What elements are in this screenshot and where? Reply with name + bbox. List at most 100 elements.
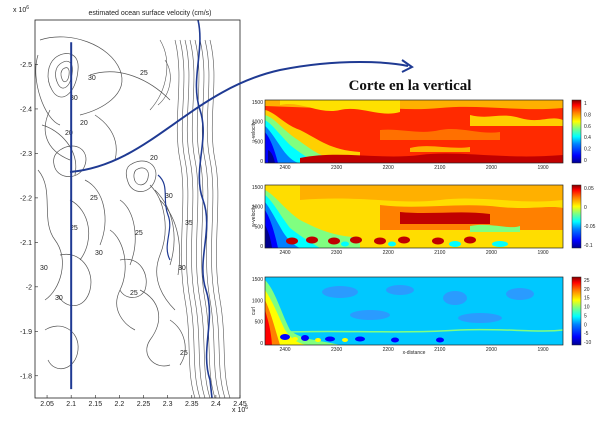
map-x-tick-label: 2.3 bbox=[163, 401, 173, 408]
contour-label: 30 bbox=[178, 265, 186, 272]
panel-x-tick-label: 2200 bbox=[383, 250, 394, 256]
panel-ticks: 2400 2300 2200 2100 2000 1900 1500 1000 500 0 2400… bbox=[252, 100, 549, 353]
map-contour-labels: 25 30 30 20 20 25 25 30 30 30 35 30 25 25 20 25 30 bbox=[40, 70, 193, 357]
map-ticks: 2.05 2.1 2.15 2.2 2.25 2.3 2.35 2.4 2.45 -2.5 -2.4… bbox=[20, 62, 247, 408]
panel-x-tick-label: 2100 bbox=[434, 250, 445, 256]
section-heading: Corte en la vertical bbox=[349, 78, 472, 94]
contour-label: 25 bbox=[180, 350, 188, 357]
contour-label: 25 bbox=[140, 70, 148, 77]
colorbar-tick-label: 0.6 bbox=[584, 124, 591, 130]
map-y-tick-label: -1.8 bbox=[20, 373, 32, 380]
map-y-exponent: x 106 bbox=[13, 5, 29, 14]
panel-x-tick-label: 2100 bbox=[434, 347, 445, 353]
colorbar-curl bbox=[571, 276, 582, 346]
contour-eddy-central bbox=[109, 160, 186, 367]
colorbar-tick-label: 1 bbox=[584, 101, 587, 107]
panel-x-tick-label: 2200 bbox=[383, 165, 394, 171]
map-x-tick-label: 2.35 bbox=[185, 401, 199, 408]
coastline bbox=[195, 20, 213, 398]
colorbar-tick-label: 0 bbox=[584, 158, 587, 164]
surface-velocity-map: estimated ocean surface velocity (cm/s) … bbox=[13, 5, 248, 414]
section-xlabel: x-distance bbox=[403, 350, 426, 356]
panel-x-tick-label: 1900 bbox=[537, 250, 548, 256]
colorbar-tick-label: 5 bbox=[584, 313, 587, 319]
panel-y-tick-label: 1000 bbox=[252, 120, 263, 126]
panel-curl: curl x-distance 25 20 15 10 5 0 -5 -10 bbox=[251, 276, 591, 356]
contour-label: 25 bbox=[70, 225, 78, 232]
map-x-exponent: x 106 bbox=[232, 405, 248, 414]
contour-label: 25 bbox=[90, 195, 98, 202]
panel-ylabel: w-velocity bbox=[251, 205, 257, 227]
colorbar-tick-label: 0.4 bbox=[584, 135, 591, 141]
map-y-tick-label: -2.3 bbox=[20, 151, 32, 158]
contour-label: 30 bbox=[165, 193, 173, 200]
map-x-tick-label: 2.1 bbox=[66, 401, 76, 408]
panel-y-tick-label: 1000 bbox=[252, 298, 263, 304]
colorbar-tick-label: 0.8 bbox=[584, 112, 591, 118]
panel-x-tick-label: 2400 bbox=[279, 347, 290, 353]
map-x-tick-label: 2.4 bbox=[211, 401, 221, 408]
colorbar-tick-label: -10 bbox=[584, 340, 591, 346]
contour-label: 30 bbox=[95, 250, 103, 257]
colorbar-tick-label: 0 bbox=[584, 205, 587, 211]
island-outline bbox=[157, 174, 171, 261]
map-axes-box bbox=[34, 19, 241, 399]
map-title: estimated ocean surface velocity (cm/s) bbox=[89, 10, 212, 17]
colorbar-tick-label: 25 bbox=[584, 278, 590, 284]
panel-y-tick-label: 500 bbox=[255, 139, 264, 145]
panel-u-velocity: u-velocity 1 0.8 0.6 0.4 0.2 0 bbox=[251, 99, 591, 164]
panel-y-tick-label: 1500 bbox=[252, 100, 263, 106]
connector-arrow bbox=[69, 61, 409, 173]
contour-label: 20 bbox=[80, 120, 88, 127]
colorbar-w bbox=[571, 184, 582, 249]
contour-label: 35 bbox=[185, 220, 193, 227]
map-x-tick-label: 2.15 bbox=[88, 401, 102, 408]
map-y-tick-label: -2.2 bbox=[20, 195, 32, 202]
panel-x-tick-label: 2000 bbox=[486, 250, 497, 256]
panel-y-tick-label: 500 bbox=[255, 320, 264, 326]
panel-y-tick-label: 1500 bbox=[252, 185, 263, 191]
panel-x-tick-label: 2400 bbox=[279, 165, 290, 171]
map-y-tick-label: -2.5 bbox=[20, 62, 32, 69]
contour-label: 30 bbox=[70, 95, 78, 102]
contour-eddy-north bbox=[35, 36, 171, 176]
panel-x-tick-label: 2100 bbox=[434, 165, 445, 171]
contour-label: 30 bbox=[55, 295, 63, 302]
map-contours bbox=[35, 20, 231, 398]
panel-x-tick-label: 2400 bbox=[279, 250, 290, 256]
panel-y-tick-label: 1000 bbox=[252, 205, 263, 211]
panel-y-tick-label: 0 bbox=[260, 341, 263, 347]
panel-x-tick-label: 2000 bbox=[486, 347, 497, 353]
panel-y-tick-label: 1500 bbox=[252, 277, 263, 283]
colorbar-tick-label: 10 bbox=[584, 305, 590, 311]
contour-label: 25 bbox=[135, 230, 143, 237]
panel-x-tick-label: 2000 bbox=[486, 165, 497, 171]
colorbar-tick-label: 20 bbox=[584, 287, 590, 293]
map-x-tick-label: 2.25 bbox=[137, 401, 151, 408]
map-y-tick-label: -1.9 bbox=[20, 329, 32, 336]
panel-x-tick-label: 2300 bbox=[331, 250, 342, 256]
colorbar-tick-label: 15 bbox=[584, 296, 590, 302]
panel-x-tick-label: 2300 bbox=[331, 165, 342, 171]
panel-x-tick-label: 2300 bbox=[331, 347, 342, 353]
panel-y-tick-label: 0 bbox=[260, 159, 263, 165]
colorbar-tick-label: -0.05 bbox=[584, 224, 596, 230]
map-y-tick-label: -2.1 bbox=[20, 240, 32, 247]
contour-label: 20 bbox=[65, 130, 73, 137]
colorbar-u bbox=[571, 99, 582, 164]
colorbar-tick-label: 0 bbox=[584, 322, 587, 328]
colorbar-tick-label: 0.2 bbox=[584, 147, 591, 153]
panel-x-tick-label: 1900 bbox=[537, 347, 548, 353]
arrow-head-icon bbox=[401, 59, 414, 73]
colorbar-tick-label: 0.05 bbox=[584, 186, 594, 192]
contour-label: 20 bbox=[150, 155, 158, 162]
colorbar-tick-label: -5 bbox=[584, 331, 589, 337]
map-y-tick-label: -2 bbox=[26, 284, 32, 291]
panel-x-tick-label: 2200 bbox=[383, 347, 394, 353]
panel-y-tick-label: 0 bbox=[260, 244, 263, 250]
map-x-tick-label: 2.05 bbox=[40, 401, 54, 408]
contour-label: 30 bbox=[40, 265, 48, 272]
panel-ylabel: u-velocity bbox=[251, 121, 257, 143]
